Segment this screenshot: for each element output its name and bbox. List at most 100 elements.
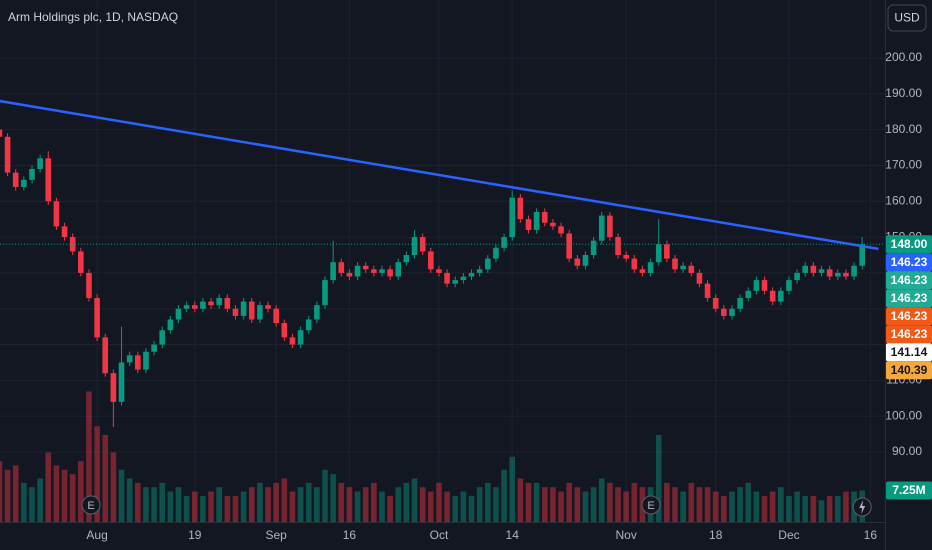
candle-body <box>647 262 654 273</box>
volume-badge <box>886 481 932 500</box>
volume-bar <box>289 491 296 522</box>
x-tick-label: 16 <box>864 528 878 542</box>
candle-body <box>29 169 35 180</box>
candle-body <box>362 265 369 270</box>
volume-bar <box>297 487 304 522</box>
volume-bar <box>729 491 735 522</box>
candle-body <box>257 305 263 320</box>
volume-bar <box>501 469 507 522</box>
volume-bar <box>191 491 198 522</box>
currency-button[interactable] <box>887 4 927 32</box>
volume-bar <box>45 452 52 522</box>
currency-label[interactable]: USD <box>894 11 920 25</box>
volume-bar <box>379 491 385 522</box>
candle-body <box>566 233 572 259</box>
candle-body <box>419 237 426 252</box>
candle-body <box>135 355 141 370</box>
volume-bar <box>330 474 336 522</box>
price-badge-label: 146.23 <box>891 273 928 287</box>
candle-body <box>639 269 646 273</box>
volume-bar <box>346 487 353 522</box>
volume-bar <box>208 491 214 522</box>
volume-bar <box>338 482 345 522</box>
candle-body <box>12 172 19 187</box>
candle-body <box>175 308 182 320</box>
candle-body <box>452 280 459 284</box>
volume-bar <box>607 482 613 522</box>
volume-bar <box>843 491 849 522</box>
candle-body <box>297 330 304 345</box>
candle-body <box>533 212 540 230</box>
candle-body <box>851 265 857 277</box>
candles <box>0 129 866 427</box>
earnings-label: E <box>87 500 94 512</box>
candle-body <box>672 258 678 270</box>
price-badge <box>886 343 932 362</box>
candle-body <box>517 197 524 220</box>
volume-bar <box>322 469 328 522</box>
price-badge <box>886 361 932 380</box>
volume-bar <box>476 487 483 522</box>
volume-bar <box>590 487 597 522</box>
volume-bar <box>232 495 239 522</box>
candle-body <box>615 237 621 256</box>
volume-bar <box>623 491 629 522</box>
candle-body <box>655 244 662 263</box>
x-tick-label: 14 <box>506 528 520 542</box>
volume-bar <box>159 482 166 522</box>
price-badge-label: 146.23 <box>891 309 928 323</box>
volume-bar <box>183 495 190 522</box>
earnings-marker[interactable] <box>641 495 661 515</box>
candle-body <box>582 255 589 266</box>
candle-body <box>558 226 564 234</box>
candle-body <box>745 290 752 298</box>
volume-bar <box>118 469 125 522</box>
volume-bar <box>362 487 369 522</box>
volume-bar <box>444 491 450 522</box>
volume-bar <box>110 452 117 522</box>
candle-body <box>86 272 92 298</box>
candle-body <box>371 269 377 273</box>
candle-body <box>574 258 581 266</box>
y-tick-label: 200.00 <box>885 50 922 64</box>
volume-bar <box>704 487 711 522</box>
price-badge-label: 140.39 <box>891 363 928 377</box>
volume-bar <box>721 495 727 522</box>
earnings-marker[interactable] <box>81 495 101 515</box>
candle-body <box>118 362 125 402</box>
candle-body <box>208 301 214 306</box>
candle-body <box>631 258 638 270</box>
candle-body <box>403 255 410 263</box>
volume-bar <box>102 435 109 522</box>
candle-body <box>126 355 133 363</box>
candle-body <box>240 301 247 316</box>
candle-body <box>712 297 719 309</box>
candle-body <box>248 301 255 320</box>
volume-badge-label: 7.25M <box>892 483 925 497</box>
x-tick-label: 16 <box>343 528 357 542</box>
y-tick-label: 90.00 <box>892 444 922 458</box>
candle-body <box>729 308 735 316</box>
volume-bar <box>273 482 279 522</box>
candle-body <box>810 265 817 273</box>
volume-bar <box>802 495 809 522</box>
volume-bar <box>509 456 516 522</box>
volume-bar <box>216 487 222 522</box>
x-tick-label: Nov <box>615 528 636 542</box>
candle-body <box>688 265 695 273</box>
candle-body <box>379 269 385 273</box>
volume-bar <box>460 491 467 522</box>
volume-bar <box>818 500 825 522</box>
candle-body <box>354 265 361 277</box>
earnings-label: E <box>647 500 654 512</box>
candle-body <box>102 337 109 374</box>
candle-body <box>859 244 866 266</box>
volume-bar <box>240 491 247 522</box>
x-tick-label: Oct <box>430 528 449 542</box>
price-badge-label: 146.23 <box>891 327 928 341</box>
x-tick-label: Sep <box>265 528 287 542</box>
price-badge <box>886 253 932 272</box>
